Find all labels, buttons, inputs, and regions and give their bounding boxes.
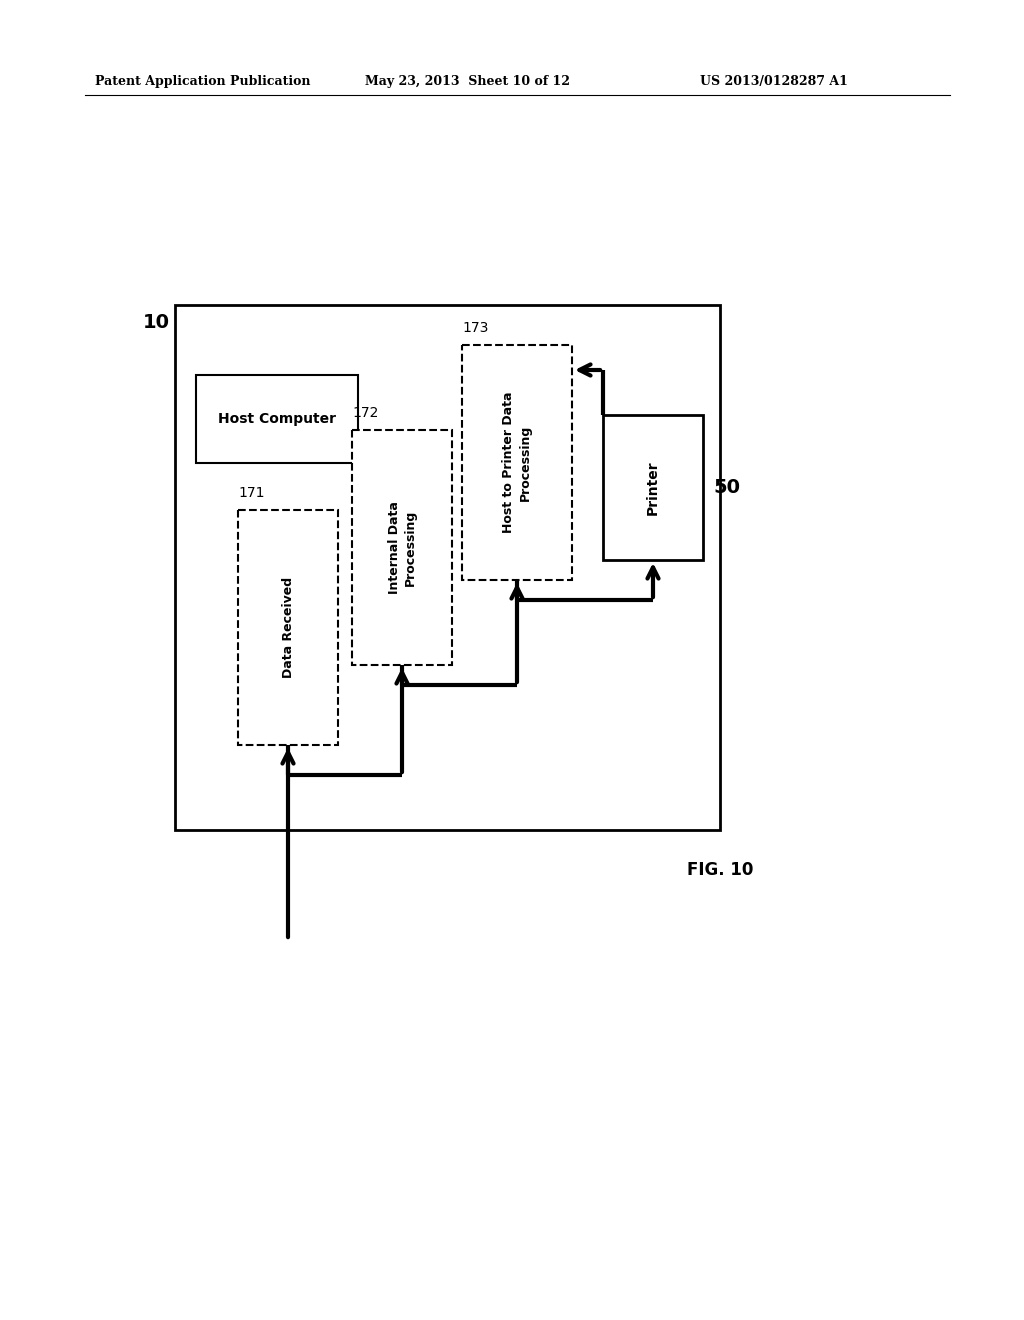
Text: FIG. 10: FIG. 10 — [687, 861, 754, 879]
Text: Printer: Printer — [646, 461, 660, 515]
Text: 173: 173 — [462, 321, 488, 335]
Bar — [175, 305, 720, 830]
Text: US 2013/0128287 A1: US 2013/0128287 A1 — [700, 75, 848, 88]
Text: Patent Application Publication: Patent Application Publication — [95, 75, 310, 88]
Text: 50: 50 — [713, 478, 740, 498]
Bar — [603, 414, 703, 560]
Text: Host Computer: Host Computer — [218, 412, 336, 426]
Bar — [196, 375, 358, 463]
Text: 10: 10 — [143, 314, 170, 333]
Text: 172: 172 — [352, 407, 379, 420]
Bar — [462, 345, 572, 579]
Text: Data Received: Data Received — [282, 577, 295, 678]
Text: 171: 171 — [238, 486, 264, 500]
Text: May 23, 2013  Sheet 10 of 12: May 23, 2013 Sheet 10 of 12 — [365, 75, 570, 88]
Text: Internal Data
Processing: Internal Data Processing — [387, 502, 417, 594]
Text: Host to Printer Data
Processing: Host to Printer Data Processing — [503, 392, 531, 533]
Bar — [238, 510, 338, 744]
Bar — [352, 430, 452, 665]
